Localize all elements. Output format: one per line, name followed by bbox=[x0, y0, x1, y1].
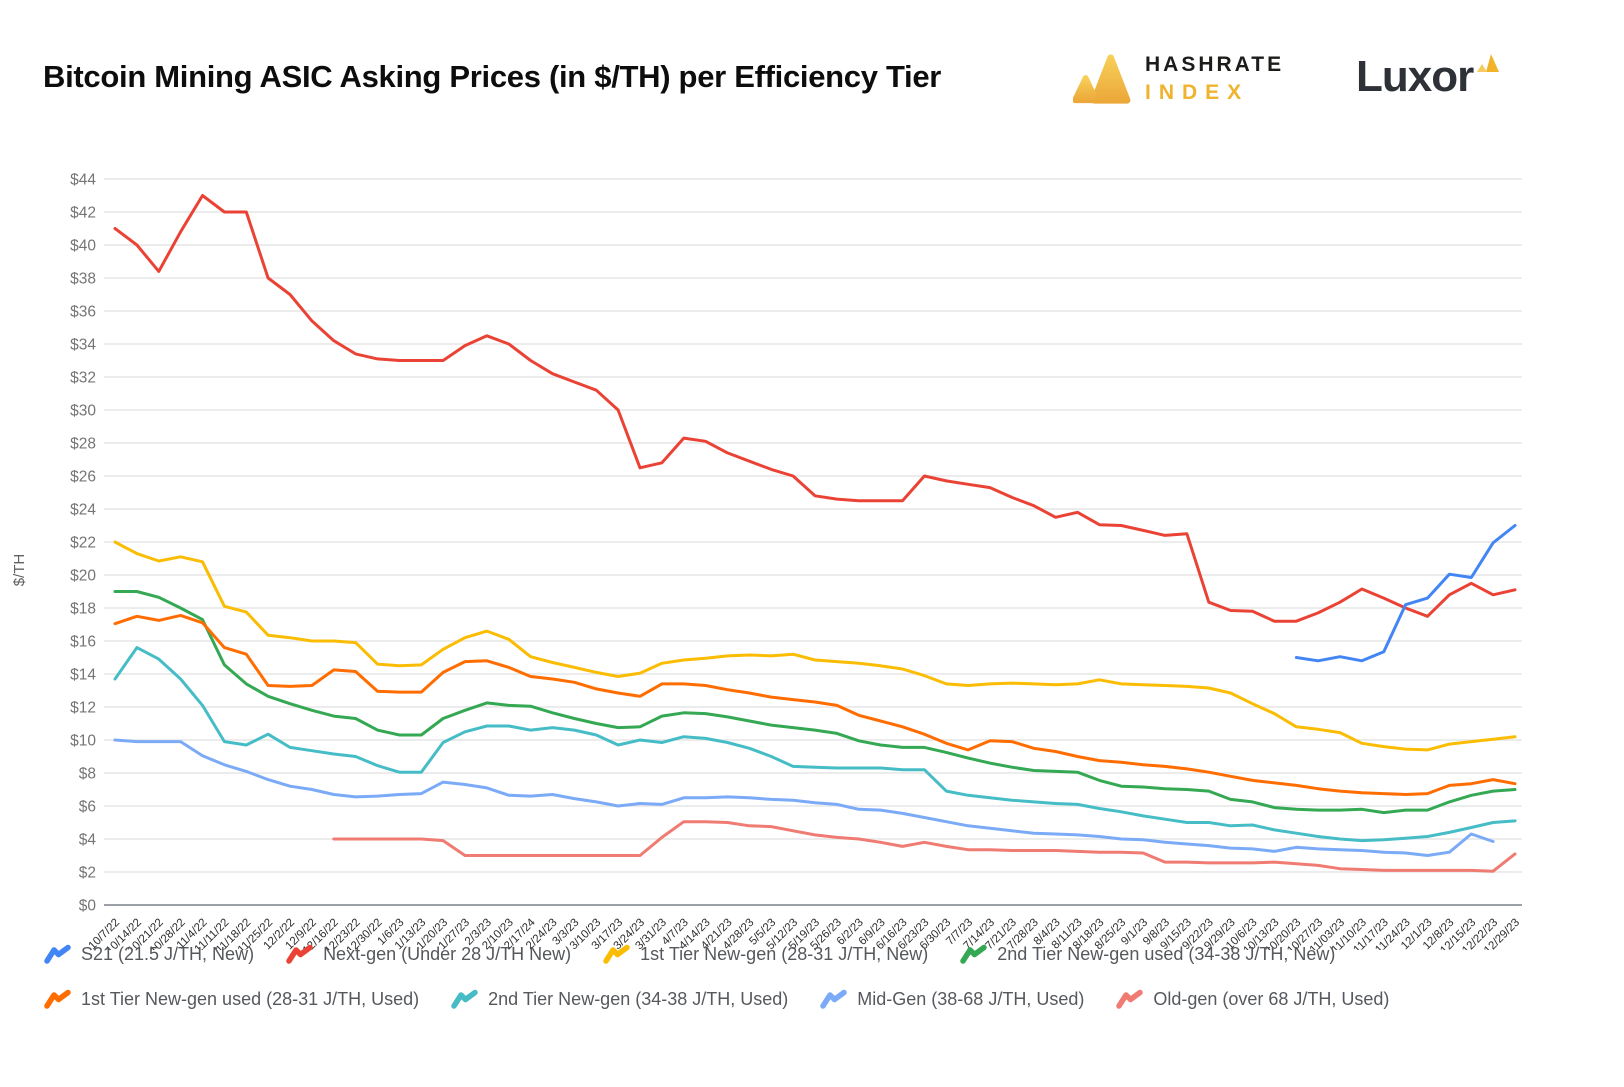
page-title: Bitcoin Mining ASIC Asking Prices (in $/… bbox=[43, 59, 942, 94]
legend-item-label: 2nd Tier New-gen used (34-38 J/TH, New) bbox=[997, 944, 1336, 964]
svg-text:$10: $10 bbox=[70, 733, 96, 750]
legend-item-2nd-tier-new-gen-new: 2nd Tier New-gen used (34-38 J/TH, New) bbox=[960, 944, 1335, 965]
legend-item-label: 1st Tier New-gen used (28-31 J/TH, Used) bbox=[81, 989, 420, 1009]
svg-text:$44: $44 bbox=[70, 172, 96, 189]
svg-text:$28: $28 bbox=[70, 436, 96, 453]
svg-text:$0: $0 bbox=[79, 898, 97, 915]
legend-item-s21: S21 (21.5 J/TH, New) bbox=[44, 944, 254, 965]
legend-item-label: 2nd Tier New-gen (34-38 J/TH, Used) bbox=[488, 989, 789, 1009]
luxor-wordmark: Luxor bbox=[1356, 52, 1474, 101]
second-tier-new-line-icon bbox=[960, 944, 987, 964]
svg-text:$12: $12 bbox=[70, 700, 96, 717]
svg-text:$42: $42 bbox=[70, 205, 96, 222]
price-chart-svg: $0 $2 $4 $6 $8 $10 $12 $14 $16 $18 $20 $22 $24 $26 $28… bbox=[11, 172, 1522, 957]
legend-row-2: 1st Tier New-gen used (28-31 J/TH, Used)… bbox=[44, 989, 1389, 1010]
svg-text:$38: $38 bbox=[70, 271, 96, 288]
svg-text:$22: $22 bbox=[70, 535, 96, 552]
legend-item-label: Next-gen (Under 28 J/TH New) bbox=[323, 944, 572, 964]
svg-text:$18: $18 bbox=[70, 601, 96, 618]
svg-text:$32: $32 bbox=[70, 370, 96, 387]
svg-text:$26: $26 bbox=[70, 469, 96, 486]
legend-item-label: Old-gen (over 68 J/TH, Used) bbox=[1153, 989, 1390, 1009]
mid-gen-line-icon bbox=[820, 989, 848, 1009]
legend-item-1st-tier-new-gen-used: 1st Tier New-gen used (28-31 J/TH, Used) bbox=[44, 989, 419, 1010]
svg-text:$4: $4 bbox=[79, 832, 97, 849]
svg-text:$8: $8 bbox=[79, 766, 96, 783]
s21-line-icon bbox=[44, 944, 71, 964]
svg-text:$16: $16 bbox=[70, 634, 96, 651]
svg-text:$24: $24 bbox=[70, 502, 96, 519]
svg-text:$2: $2 bbox=[79, 865, 96, 882]
legend-item-label: 1st Tier New-gen (28-31 J/TH, New) bbox=[640, 944, 929, 964]
legend-row-1: S21 (21.5 J/TH, New) Next-gen (Under 28 … bbox=[44, 944, 1335, 965]
svg-text:$34: $34 bbox=[70, 337, 96, 354]
svg-text:$36: $36 bbox=[70, 304, 96, 321]
next-gen-line-icon bbox=[286, 944, 313, 964]
svg-text:$6: $6 bbox=[79, 799, 96, 816]
hashrate-triangles-icon bbox=[1073, 54, 1131, 104]
svg-text:$/TH: $/TH bbox=[11, 554, 28, 587]
luxor-triangle-icon bbox=[1477, 54, 1500, 72]
price-chart: $0 $2 $4 $6 $8 $10 $12 $14 $16 $18 $20 $22 $24 $26 $28… bbox=[0, 150, 1624, 957]
svg-text:$20: $20 bbox=[70, 568, 96, 585]
svg-text:$14: $14 bbox=[70, 667, 96, 684]
legend-item-next-gen: Next-gen (Under 28 J/TH New) bbox=[286, 944, 571, 965]
svg-text:$30: $30 bbox=[70, 403, 96, 420]
hashrate-wordmark: HASHRATE bbox=[1145, 53, 1285, 76]
first-tier-used-line-icon bbox=[44, 989, 71, 1009]
legend-item-1st-tier-new-gen-new: 1st Tier New-gen (28-31 J/TH, New) bbox=[603, 944, 928, 965]
legend-item-mid-gen: Mid-Gen (38-68 J/TH, Used) bbox=[820, 989, 1084, 1010]
legend-item-old-gen: Old-gen (over 68 J/TH, Used) bbox=[1116, 989, 1389, 1010]
first-tier-new-line-icon bbox=[603, 944, 630, 964]
legend-item-2nd-tier-new-gen-used: 2nd Tier New-gen (34-38 J/TH, Used) bbox=[451, 989, 788, 1010]
second-tier-used-line-icon bbox=[451, 989, 478, 1009]
svg-text:$40: $40 bbox=[70, 238, 96, 255]
old-gen-line-icon bbox=[1116, 989, 1144, 1009]
legend-item-label: S21 (21.5 J/TH, New) bbox=[81, 944, 255, 964]
hashrate-index-logo: HASHRATE INDEX bbox=[1073, 52, 1284, 106]
index-wordmark: INDEX bbox=[1145, 81, 1250, 104]
luxor-logo: Luxor bbox=[1356, 52, 1501, 101]
legend-item-label: Mid-Gen (38-68 J/TH, Used) bbox=[857, 989, 1085, 1009]
